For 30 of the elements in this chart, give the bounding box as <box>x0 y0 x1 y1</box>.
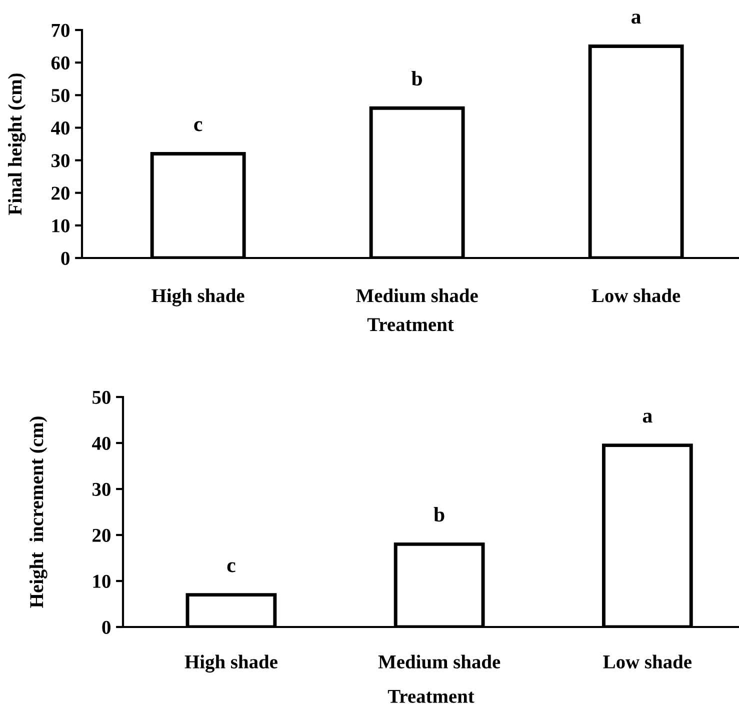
x-tick-label: Medium shade <box>378 654 500 669</box>
x-tick-label: Medium shade <box>356 288 478 302</box>
y-tick-label: 0 <box>102 620 110 634</box>
x-tick-label: Low shade <box>603 654 692 668</box>
x-tick-label: Low shade <box>592 288 680 302</box>
text: a <box>632 14 641 24</box>
y-tick-label: 30 <box>92 482 110 496</box>
y-tick-label: 40 <box>92 436 110 450</box>
y-tick-label: 30 <box>51 154 70 168</box>
y-tick-label: 50 <box>92 390 110 404</box>
y-tick-label: 60 <box>51 56 70 70</box>
y-tick-label: 70 <box>52 24 70 37</box>
y-tick-label: 20 <box>52 186 70 200</box>
x-tick-label: High shade <box>152 288 244 306</box>
y-tick-label: 20 <box>92 528 110 542</box>
x-axis-title: Treatment <box>367 318 454 332</box>
annotation: b <box>434 506 444 522</box>
y-axis-title: Height increment (cm) <box>30 416 48 608</box>
y-tick-label: 0 <box>61 252 70 265</box>
annotation: c <box>194 121 202 132</box>
annotation: b <box>412 70 422 86</box>
y-tick-label: 10 <box>93 574 110 588</box>
y-tick-label: 40 <box>51 122 70 135</box>
annotation: a <box>642 412 652 423</box>
y-tick-label: 10 <box>52 219 70 232</box>
y-axis-title: Final height (cm) <box>8 74 26 215</box>
x-tick-label: High shade <box>184 654 278 673</box>
x-axis-title: Treatment <box>388 690 474 703</box>
annotation: c <box>227 562 236 572</box>
y-tick-label: 50 <box>52 88 70 102</box>
